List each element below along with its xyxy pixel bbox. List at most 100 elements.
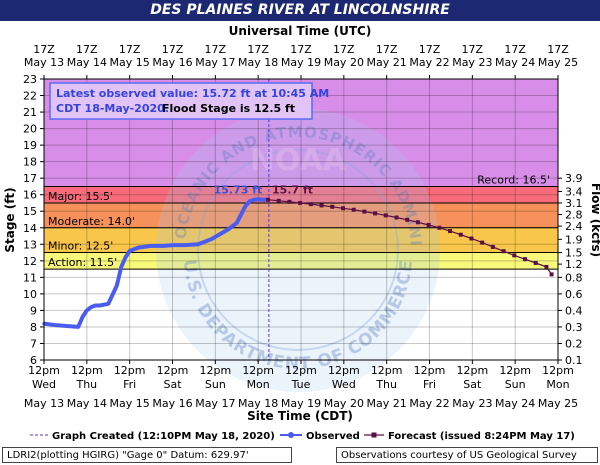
x-tick-label-day: Fri bbox=[423, 378, 436, 391]
y2-tick-label: 0.2 bbox=[565, 337, 583, 350]
x-tick-label-date: May 14 bbox=[67, 397, 107, 410]
forecast-point bbox=[415, 220, 420, 225]
utc-axis-title: Universal Time (UTC) bbox=[229, 24, 372, 38]
chart-legend: Graph Created (12:10PM May 18, 2020) Obs… bbox=[30, 431, 575, 442]
utc-tick-label-hour: 17Z bbox=[119, 43, 141, 56]
utc-tick-label-hour: 17Z bbox=[33, 43, 55, 56]
category-label-action: Action: 11.5' bbox=[48, 256, 117, 269]
utc-tick-label-hour: 17Z bbox=[290, 43, 312, 56]
utc-tick-label-hour: 17Z bbox=[376, 43, 398, 56]
observed-point bbox=[243, 204, 247, 208]
y2-tick-label: 3.1 bbox=[565, 197, 583, 210]
x-tick-label-date: May 19 bbox=[281, 397, 321, 410]
y-tick-label: 9 bbox=[30, 304, 37, 317]
observed-point bbox=[89, 305, 93, 309]
forecast-point bbox=[490, 244, 495, 249]
forecast-point bbox=[523, 257, 528, 262]
y-tick-label: 16 bbox=[23, 189, 37, 202]
forecast-point bbox=[298, 200, 303, 205]
utc-tick-label-date: May 19 bbox=[281, 56, 321, 69]
category-label-record: Record: 16.5' bbox=[477, 173, 550, 186]
x-tick-label-time: 12pm bbox=[414, 364, 446, 377]
band-moderate bbox=[44, 202, 558, 228]
utc-tick-label-date: May 14 bbox=[67, 56, 107, 69]
forecast-point bbox=[549, 272, 554, 277]
y2-tick-label: 3.4 bbox=[565, 185, 583, 198]
y-tick-label: 22 bbox=[23, 90, 37, 103]
category-label-minor: Minor: 12.5' bbox=[48, 240, 113, 253]
forecast-point bbox=[533, 260, 538, 265]
utc-tick-label-date: May 17 bbox=[195, 56, 235, 69]
forecast-series-line bbox=[267, 199, 553, 275]
forecast-point bbox=[394, 215, 399, 220]
forecast-point bbox=[266, 197, 271, 202]
utc-tick-label-hour: 17Z bbox=[462, 43, 484, 56]
forecast-point bbox=[340, 206, 345, 211]
utc-tick-label-hour: 17Z bbox=[247, 43, 269, 56]
y-tick-label: 11 bbox=[23, 271, 37, 284]
band-major bbox=[44, 186, 558, 203]
x-tick-label-time: 12pm bbox=[371, 364, 403, 377]
x-tick-label-day: Sat bbox=[463, 378, 482, 391]
x-tick-label-date: May 21 bbox=[367, 397, 407, 410]
x-tick-label-time: 12pm bbox=[114, 364, 146, 377]
utc-tick-label-hour: 17Z bbox=[205, 43, 227, 56]
y-tick-label: 14 bbox=[23, 222, 37, 235]
observed-point bbox=[119, 265, 123, 270]
y2-tick-label: 3.9 bbox=[565, 172, 583, 185]
observed-point bbox=[235, 221, 239, 225]
observed-series-points bbox=[42, 197, 269, 329]
forecast-point bbox=[448, 229, 453, 234]
observed-point bbox=[196, 242, 200, 246]
forecast-point bbox=[426, 222, 431, 227]
x-tick-label-time: 12pm bbox=[285, 364, 317, 377]
observed-point bbox=[252, 198, 256, 202]
x-tick-label-time: 12pm bbox=[71, 364, 103, 377]
y-tick-label: 21 bbox=[23, 106, 37, 119]
observed-point bbox=[170, 243, 175, 247]
forecast-point bbox=[383, 213, 388, 218]
utc-tick-label-date: May 18 bbox=[238, 56, 278, 69]
x-tick-label-day: Tue bbox=[291, 378, 311, 391]
observed-point bbox=[55, 323, 59, 327]
y2-tick-label: 0.4 bbox=[565, 304, 583, 317]
x-tick-label-time: 12pm bbox=[328, 364, 360, 377]
x-tick-label-time: 12pm bbox=[28, 364, 60, 377]
y-tick-label: 19 bbox=[23, 139, 37, 152]
chart-axes: 6 7 8 9 10 11 12 13 14 15 16 17 18 19 20 21 22 23 0.1 0.2 0.… bbox=[23, 43, 583, 410]
y-tick-label: 13 bbox=[23, 238, 37, 251]
legend-graph-created-label: Graph Created (12:10PM May 18, 2020) bbox=[52, 431, 275, 442]
flood-stage-text: Flood Stage is 12.5 ft bbox=[162, 102, 295, 115]
utc-tick-label-hour: 17Z bbox=[504, 43, 526, 56]
utc-tick-label-date: May 22 bbox=[409, 56, 449, 69]
y-tick-label: 18 bbox=[23, 156, 37, 169]
observed-point bbox=[93, 303, 97, 308]
observed-point bbox=[76, 325, 80, 329]
x-tick-label-time: 12pm bbox=[542, 364, 574, 377]
y-tick-label: 7 bbox=[30, 337, 37, 350]
forecast-point bbox=[351, 207, 356, 212]
forecast-point bbox=[501, 249, 506, 254]
forecast-point bbox=[458, 232, 463, 237]
legend-observed-marker bbox=[288, 432, 294, 438]
category-label-moderate: Moderate: 14.0' bbox=[48, 215, 135, 228]
observed-point bbox=[106, 302, 110, 306]
latest-observation-text: Latest observed value: 15.72 ft at 10:45… bbox=[56, 87, 329, 100]
x-tick-label-date: May 22 bbox=[409, 397, 449, 410]
y-tick-label: 20 bbox=[23, 123, 37, 136]
latest-observation-box bbox=[49, 82, 313, 120]
observed-point bbox=[115, 284, 119, 288]
utc-tick-label-hour: 17Z bbox=[333, 43, 355, 56]
forecast-point bbox=[362, 209, 367, 214]
x-tick-label-day: Wed bbox=[332, 378, 356, 391]
utc-tick-label-date: May 21 bbox=[367, 56, 407, 69]
category-label-major: Major: 15.5' bbox=[48, 190, 113, 203]
x-tick-label-date: May 15 bbox=[110, 397, 150, 410]
forecast-point bbox=[276, 198, 281, 203]
x-tick-label-date: May 24 bbox=[495, 397, 535, 410]
flood-category-bands bbox=[44, 79, 558, 360]
forecast-point bbox=[373, 211, 378, 216]
x-tick-label-day: Sun bbox=[205, 378, 226, 391]
x-tick-label-day: Mon bbox=[546, 378, 569, 391]
x-tick-label-time: 12pm bbox=[456, 364, 488, 377]
